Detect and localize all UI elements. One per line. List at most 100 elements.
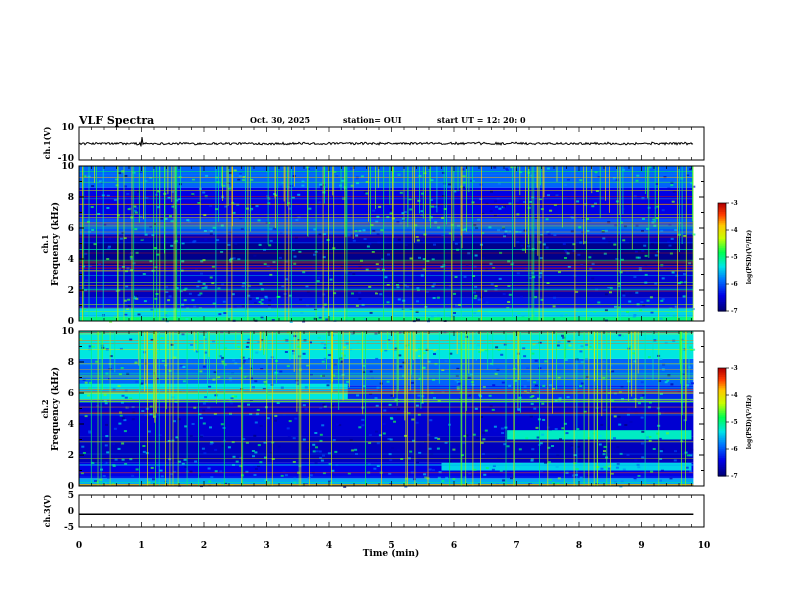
spectrogram-speckle	[373, 467, 377, 470]
spectrogram-speckle	[603, 466, 607, 469]
spectrogram-speckle	[661, 448, 665, 451]
ch1-trace	[78, 137, 694, 147]
spectrogram-speckle	[234, 242, 238, 245]
spectrogram-speckle	[531, 272, 535, 274]
spectrogram-speckle	[534, 384, 538, 387]
spectrogram-speckle	[91, 229, 95, 231]
colorbar-step	[718, 253, 726, 256]
spectrogram-speckle	[579, 350, 583, 353]
spectrogram-speckle	[298, 465, 302, 468]
spectrogram-speckle	[252, 455, 255, 458]
spectrogram-speckle	[504, 232, 508, 235]
spectrogram-speckle	[624, 424, 628, 426]
colorbar-step	[718, 404, 726, 407]
spectrogram-speckle	[259, 461, 263, 464]
spectrogram-speckle	[227, 294, 231, 297]
ch1-spectrogram-ylabel: Frequency (kHz)	[50, 202, 61, 286]
spectrogram-speckle	[160, 337, 164, 340]
spectrogram-speckle	[150, 338, 154, 341]
spectrogram-speckle	[82, 452, 86, 454]
spectrogram-speckle	[692, 233, 696, 236]
spectrogram-speckle	[458, 303, 462, 306]
spectrogram-speckle	[93, 460, 97, 463]
spectrogram-speckle	[615, 466, 619, 469]
spectrogram-speckle	[676, 305, 680, 308]
spectrogram-speckle	[291, 237, 294, 240]
spectrogram-speckle	[445, 476, 449, 479]
spectrogram-speckle	[411, 381, 414, 384]
colorbar-step	[718, 237, 726, 240]
spectrogram-speckle	[681, 373, 685, 376]
spectrogram-speckle	[641, 249, 645, 252]
ch1-spectrogram-ylabel-top: ch.1	[40, 234, 50, 253]
spectrogram-speckle	[647, 356, 651, 359]
spectrogram-speckle	[328, 354, 332, 357]
spectrogram-speckle	[245, 470, 249, 473]
spectrogram-speckle	[683, 348, 687, 351]
spectrogram-band	[79, 166, 694, 188]
spectrogram-speckle	[341, 352, 344, 355]
spectrogram-speckle	[568, 344, 572, 347]
spectrogram-speckle	[400, 284, 404, 287]
colorbar-step	[718, 402, 726, 405]
spectrogram-speckle	[212, 340, 215, 343]
spectrogram-speckle	[389, 212, 393, 215]
spectrogram-speckle	[415, 310, 419, 313]
spectrogram-speckle	[135, 297, 139, 300]
spectrogram-speckle	[473, 312, 477, 315]
spectrogram-speckle	[670, 184, 674, 187]
spectrogram-speckle	[227, 243, 231, 246]
spectrogram-speckle	[276, 296, 280, 298]
spectrogram-speckle	[409, 208, 413, 211]
spectrogram-speckle	[566, 396, 570, 399]
spectrogram-speckle	[368, 441, 372, 444]
spectrogram-speckle	[292, 349, 295, 352]
spectrogram-speckle	[322, 293, 326, 296]
spectrogram-speckle	[253, 254, 257, 257]
spectrogram-speckle	[685, 466, 689, 469]
colorbar-step	[718, 368, 726, 371]
spectrogram-speckle	[98, 263, 102, 266]
spectrogram-speckle	[449, 352, 453, 355]
spectrogram-speckle	[516, 272, 520, 275]
spectrogram-speckle	[636, 463, 640, 466]
colorbar-step	[718, 230, 726, 233]
spectrogram-speckle	[591, 277, 595, 280]
spectrogram-speckle	[301, 180, 305, 183]
spectrogram-speckle	[431, 205, 434, 208]
spectrogram-speckle	[220, 423, 224, 426]
spectrogram-speckle	[580, 345, 584, 348]
spectrogram-speckle	[135, 380, 139, 383]
spectrogram-speckle	[103, 399, 107, 402]
colorbar-step	[718, 275, 726, 278]
spectrogram-speckle	[241, 362, 245, 365]
spectrogram-speckle	[265, 198, 269, 201]
spectrogram-speckle	[689, 168, 693, 171]
spectrogram-speckle	[525, 437, 529, 440]
spectrogram-speckle	[309, 474, 313, 477]
spectrogram-speckle	[595, 387, 599, 390]
spectrogram-speckle	[358, 291, 362, 294]
spectrogram-speckle	[562, 243, 566, 246]
colorbar-step	[718, 427, 726, 430]
colorbar-step	[718, 405, 726, 409]
spectrogram-speckle	[84, 252, 88, 255]
ch1-colorbar: -3 -4 -5 -6 -7 log(PSD)(V²/Hz)	[717, 200, 753, 315]
spectrogram-speckle	[248, 283, 252, 286]
colorbar-step	[718, 386, 726, 389]
spectrogram-speckle	[583, 410, 587, 413]
colorbar-step	[718, 251, 726, 254]
spectrogram-speckle	[202, 191, 206, 194]
colorbar-step	[718, 398, 726, 401]
spectrogram-speckle	[231, 474, 235, 477]
spectrogram-speckle	[261, 339, 265, 342]
spectrogram-speckle	[546, 282, 550, 284]
spectrogram-speckle	[407, 412, 411, 415]
spectrogram-speckle	[194, 460, 198, 463]
spectrogram-speckle	[199, 417, 203, 420]
spectrogram-band	[79, 187, 694, 219]
colorbar-step	[718, 206, 726, 209]
spectrogram-speckle	[127, 305, 131, 308]
frequency-tick-label: 10	[61, 162, 74, 172]
spectrogram-speckle	[390, 208, 394, 211]
